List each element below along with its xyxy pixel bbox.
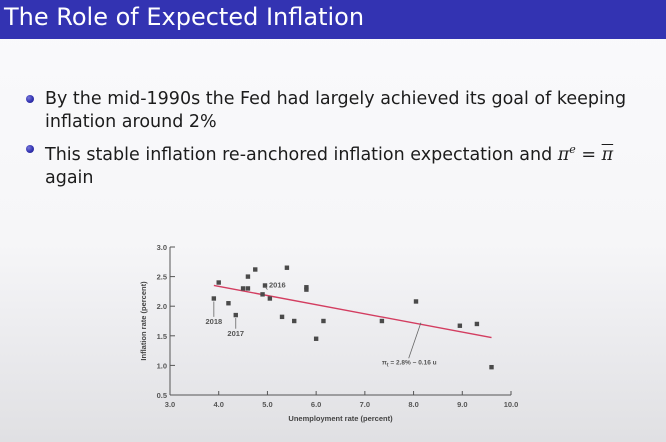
bullet-list: By the mid-1990s the Fed had largely ach…: [24, 88, 654, 194]
data-point: [284, 265, 290, 270]
annotation-2016: 2016: [269, 281, 286, 290]
y-tick-label: 2.0: [157, 302, 167, 311]
trend-line: [213, 284, 492, 339]
bullet-text-1: By the mid-1990s the Fed had largely ach…: [45, 88, 654, 134]
data-point: [245, 286, 251, 291]
bullet-item-2: This stable inflation re-anchored inflat…: [24, 138, 654, 190]
data-point: [379, 318, 385, 324]
phillips-curve-chart: 0.5 1.0 1.5 2.0 2.5 3.0 3.0 4.0 5.0 6.0 7.0 8.0 9.0 1…: [130, 236, 530, 436]
data-point: [262, 283, 268, 288]
data-point: [304, 287, 309, 292]
x-tick-label: 5.0: [262, 400, 272, 409]
data-point: [474, 321, 480, 327]
y-tick-label: 0.5: [157, 391, 167, 400]
annotation-2017: 2017: [227, 329, 244, 338]
annotation-equation: πt = 2.8% − 0.16 u: [382, 359, 437, 368]
x-tick-label: 7.0: [360, 400, 370, 409]
y-tick-label: 3.0: [157, 243, 167, 252]
math-pi-bar: π: [601, 145, 614, 165]
data-point: [413, 299, 419, 304]
data-point: [457, 323, 463, 328]
bullet-1-line-2: inflation around 2%: [45, 112, 217, 132]
y-axis-label: Inflation rate (percent): [139, 281, 148, 361]
bullet-2-line-1: This stable inflation re-anchored inflat…: [45, 145, 553, 165]
expectation-equation: πe = π: [557, 143, 614, 165]
data-point: [321, 318, 326, 324]
data-point: [240, 286, 246, 291]
annotation-2018: 2018: [205, 317, 222, 326]
bullet-1-line-1: By the mid-1990s the Fed had largely ach…: [45, 89, 627, 109]
data-point: [211, 296, 217, 301]
data-point: [292, 318, 297, 324]
bullet-text-2: This stable inflation re-anchored inflat…: [45, 138, 654, 190]
equation-subscript: t: [387, 362, 389, 368]
x-axis-label: Unemployment rate (percent): [288, 414, 393, 423]
equation-rest: = 2.8% − 0.16 u: [389, 359, 437, 366]
x-tick-label: 3.0: [165, 400, 175, 409]
bullet-dot-icon: [26, 145, 34, 153]
title-bar: The Role of Expected Inflation: [0, 0, 666, 39]
data-point: [489, 364, 494, 370]
data-point: [253, 267, 258, 272]
math-pi-expected: π: [557, 145, 570, 165]
phillips-curve-svg: 0.5 1.0 1.5 2.0 2.5 3.0 3.0 4.0 5.0 6.0 7.0 8.0 9.0 1…: [139, 243, 519, 423]
math-equals: =: [581, 145, 597, 165]
y-tick-label: 1.0: [157, 361, 167, 370]
data-point: [245, 274, 251, 279]
x-tick-label: 6.0: [311, 400, 321, 409]
bullet-item-1: By the mid-1990s the Fed had largely ach…: [24, 88, 654, 134]
bullet-dot-icon: [26, 95, 34, 103]
data-point: [304, 285, 309, 290]
x-tick-label: 4.0: [213, 400, 223, 409]
y-tick-label: 2.5: [157, 273, 167, 282]
leader-line-2016: [264, 286, 268, 290]
math-superscript-e: e: [569, 143, 576, 156]
x-tick-label: 10.0: [504, 400, 519, 409]
data-point: [233, 312, 238, 318]
data-point: [267, 296, 273, 301]
bullet-2-line-2: again: [45, 168, 94, 188]
data-point: [313, 336, 319, 341]
data-point: [226, 301, 231, 306]
data-point: [279, 314, 285, 320]
slide-title: The Role of Expected Inflation: [4, 3, 365, 31]
equation-pi: π: [382, 359, 387, 366]
y-tick-label: 1.5: [157, 332, 167, 341]
leader-line-equation: [408, 322, 422, 359]
data-point: [260, 292, 265, 297]
data-point: [216, 280, 221, 285]
x-tick-label: 8.0: [408, 400, 418, 409]
x-tick-label: 9.0: [457, 400, 467, 409]
